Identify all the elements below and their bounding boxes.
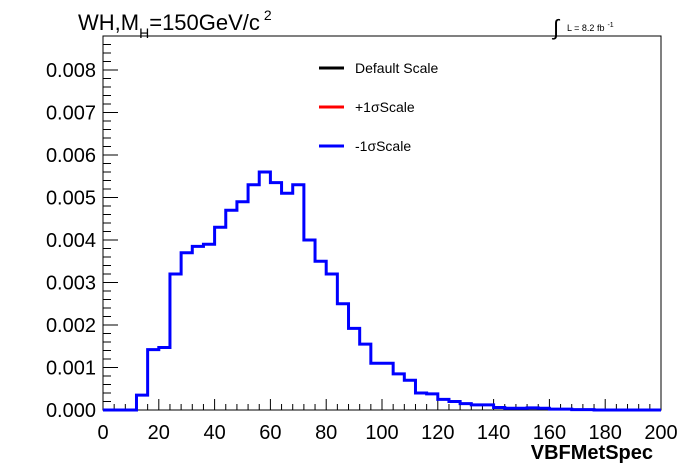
axis-tick-labels: 0 20 40 60 80 100 120 140 160 180 200 0.000 0.001 0.0… [46, 60, 678, 444]
x-tick-label: 80 [315, 422, 337, 444]
x-tick-label: 0 [97, 422, 108, 444]
y-tick-label: 0.001 [46, 358, 96, 380]
y-tick-label: 0.006 [46, 145, 96, 167]
legend-entry-label: Default Scale [355, 60, 438, 76]
x-tick-label: 180 [589, 422, 622, 444]
y-tick-label: 0.003 [46, 273, 96, 295]
x-axis-label: VBFMetSpec [531, 442, 653, 464]
y-tick-label: 0.004 [46, 230, 96, 252]
axis-ticks [102, 35, 662, 411]
x-tick-label: 120 [421, 422, 454, 444]
y-tick-label: 0.007 [46, 103, 96, 125]
legend-entry-label: +1σScale [355, 99, 415, 115]
lumi-superscript: -1 [607, 22, 613, 29]
x-tick-label: 20 [148, 422, 170, 444]
x-tick-label: 60 [259, 422, 281, 444]
x-tick-label: 160 [533, 422, 566, 444]
histogram-series-line [103, 170, 661, 412]
title-subscript: H [139, 25, 149, 41]
x-tick-label: 200 [644, 422, 677, 444]
plot-frame [102, 35, 662, 411]
title-superscript: 2 [264, 7, 272, 23]
title-rest: =150GeV/c [149, 10, 260, 35]
chart-title: WH,MH=150GeV/c 2 [78, 7, 272, 41]
series-layer [103, 170, 661, 412]
x-tick-label: 40 [203, 422, 225, 444]
x-tick-label: 100 [365, 422, 398, 444]
legend-entry-label: -1σScale [355, 138, 411, 154]
y-tick-label: 0.005 [46, 188, 96, 210]
lumi-label: L = 8.2 fb -1 [567, 22, 614, 33]
legend: Default Scale +1σScale -1σScale [319, 60, 438, 154]
x-tick-label: 140 [477, 422, 510, 444]
y-tick-label: 0.002 [46, 315, 96, 337]
y-tick-label: 0.008 [46, 60, 96, 82]
y-tick-label: 0.000 [46, 400, 96, 422]
lumi-integral: ∫ [551, 15, 561, 40]
